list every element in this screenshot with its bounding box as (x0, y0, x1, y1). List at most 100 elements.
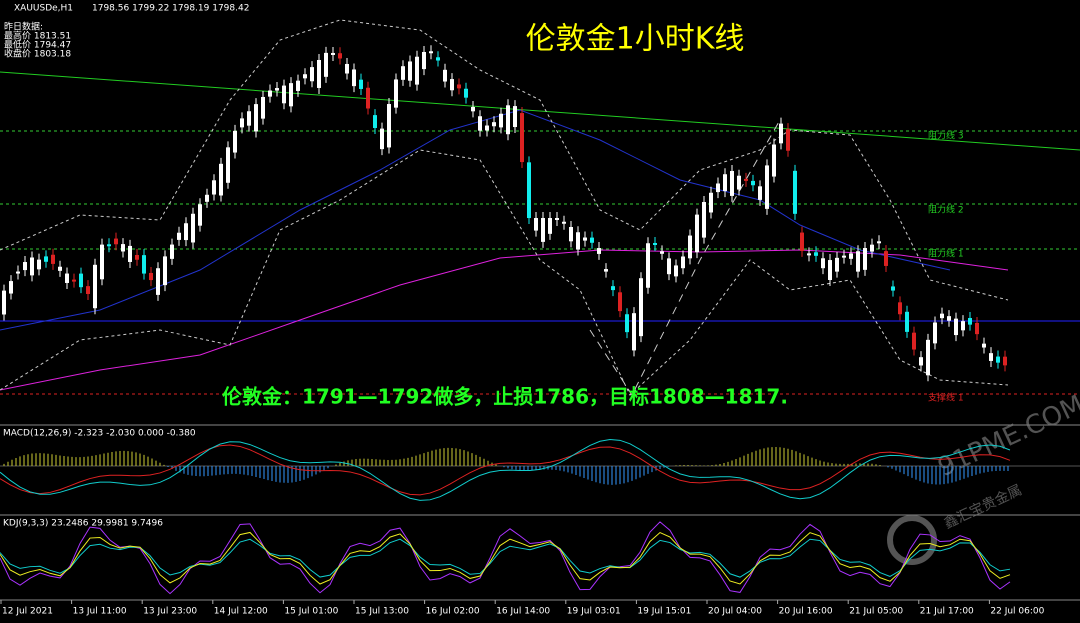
annotation: 伦敦金：1791—1792做多，止损1786，目标1808—1817. (222, 385, 788, 409)
time-label: 14 Jul 12:00 (214, 607, 268, 617)
candle-body (737, 175, 741, 190)
candle-body (898, 302, 902, 315)
time-label: 16 Jul 14:00 (496, 607, 550, 617)
candle-body (331, 52, 335, 55)
candle-body (443, 69, 447, 82)
candle-body (702, 202, 706, 238)
candle-body (849, 253, 853, 259)
candle-body (58, 266, 62, 271)
candle-body (758, 186, 762, 200)
candle-body (996, 356, 1000, 363)
time-label: 22 Jul 06:00 (990, 607, 1044, 617)
candle-body (233, 130, 237, 153)
candle-body (86, 286, 90, 294)
candle-body (261, 96, 265, 119)
candle-body (870, 244, 874, 252)
candle-body (940, 313, 944, 319)
candle-body (156, 268, 160, 295)
candle-body (415, 56, 419, 85)
candle-body (555, 218, 559, 221)
time-label: 13 Jul 23:00 (143, 607, 197, 617)
candle-body (275, 88, 279, 91)
candle-body (744, 178, 748, 181)
candle-body (394, 79, 398, 108)
candle-body (800, 232, 804, 251)
candle-body (604, 269, 608, 272)
candle-body (716, 183, 720, 193)
candle-body (23, 262, 27, 271)
candle-body (65, 273, 69, 283)
candle-body (576, 232, 580, 250)
candle-body (730, 170, 734, 196)
candle-body (212, 180, 216, 195)
candle-body (478, 116, 482, 131)
candle-body (1003, 356, 1007, 366)
candle-body (541, 218, 545, 242)
candle-body (366, 87, 370, 109)
candle-body (793, 170, 797, 214)
candle-body (842, 255, 846, 258)
candle-body (436, 57, 440, 61)
candle-body (597, 248, 601, 254)
bollinger-band (0, 19, 1009, 301)
prev-close: 收盘价 1803.18 (4, 48, 71, 60)
candle-body (380, 128, 384, 150)
candle-body (464, 88, 468, 98)
candle-body (142, 255, 146, 274)
candle-body (625, 314, 629, 333)
candle-body (485, 125, 489, 131)
candle-body (352, 69, 356, 87)
candle-body (660, 251, 664, 254)
ma-line (0, 109, 951, 331)
time-label: 19 Jul 03:01 (567, 607, 621, 617)
candle-body (72, 279, 76, 282)
candle-body (912, 332, 916, 350)
candle-body (121, 244, 125, 252)
macd-line (0, 438, 1011, 501)
candle-body (709, 192, 713, 213)
time-label: 15 Jul 01:00 (284, 607, 338, 617)
candle-body (828, 260, 832, 280)
candle-body (317, 59, 321, 88)
candle-body (779, 123, 783, 144)
candle-body (975, 322, 979, 335)
kdj-j (0, 521, 1011, 595)
candle-body (471, 106, 475, 112)
candle-body (254, 104, 258, 132)
wave-line (589, 119, 781, 397)
candle-body (639, 278, 643, 337)
level-label: 阻力线 1 (928, 248, 964, 260)
candle-body (884, 251, 888, 266)
candle-body (114, 238, 118, 245)
candle-body (611, 286, 615, 291)
candle-body (891, 286, 895, 291)
candle-body (100, 244, 104, 280)
candle-body (982, 343, 986, 348)
symbol: XAUUSDe,H1 (14, 4, 73, 14)
candle-body (247, 111, 251, 126)
candle-body (359, 79, 363, 89)
candle-body (807, 253, 811, 256)
candle-body (191, 213, 195, 243)
candle-body (667, 258, 671, 275)
candle-body (569, 227, 573, 242)
candle-body (163, 256, 167, 286)
candle-body (765, 165, 769, 209)
candle-body (387, 104, 391, 148)
candle-body (513, 106, 517, 128)
candle-body (44, 256, 48, 262)
candle-body (905, 311, 909, 332)
candle-body (674, 265, 678, 277)
candle-body (961, 321, 965, 331)
candle-body (107, 244, 111, 247)
candle-body (401, 66, 405, 80)
candle-body (968, 318, 972, 325)
candle-body (135, 254, 139, 260)
prev-high: 最高价 1813.51 (4, 30, 71, 42)
candle-body (653, 243, 657, 246)
candle-body (345, 63, 349, 74)
title: 伦敦金1小时K线 (526, 22, 745, 57)
candle-body (2, 290, 6, 315)
